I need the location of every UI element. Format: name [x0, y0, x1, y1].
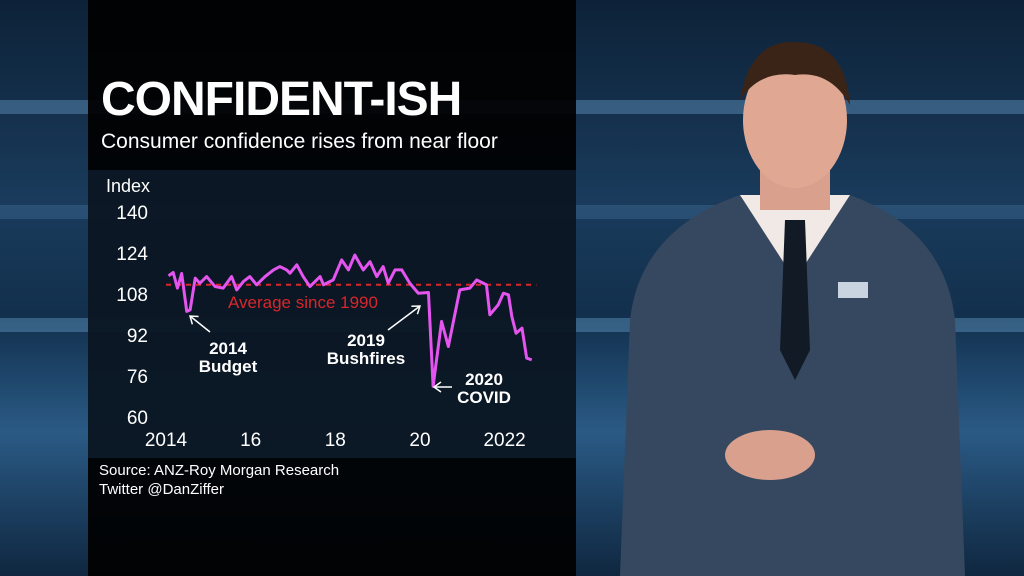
x-tick-label: 18 — [325, 430, 346, 451]
annotation-arrowhead — [411, 305, 422, 315]
annotation-label: Budget — [199, 357, 258, 376]
x-tick-label: 2022 — [483, 430, 525, 451]
annotation-arrowhead — [432, 381, 442, 393]
y-tick-label: 124 — [116, 244, 148, 265]
head — [743, 52, 847, 188]
annotation-arrow — [387, 305, 421, 331]
credit-text: Twitter @DanZiffer — [99, 481, 224, 498]
annotation-label: 2019 — [347, 331, 385, 350]
y-tick-label: 92 — [127, 326, 148, 347]
presenter — [620, 41, 965, 576]
x-tick-label: 2014 — [145, 430, 188, 451]
y-tick-label: 108 — [116, 285, 148, 306]
tie — [780, 220, 810, 380]
hair — [740, 41, 850, 105]
average-label: Average since 1990 — [228, 293, 378, 312]
annotation-label: 2014 — [209, 339, 247, 358]
annotation-label: 2020 — [465, 370, 503, 389]
chart-area — [88, 170, 576, 458]
annotation-label: Bushfires — [327, 349, 405, 368]
y-tick-label: 76 — [127, 367, 148, 388]
source-text: Source: ANZ-Roy Morgan Research — [99, 462, 340, 479]
y-axis-label: Index — [106, 176, 150, 196]
y-tick-label: 60 — [127, 408, 148, 429]
annotation-arrow — [189, 315, 211, 333]
x-tick-label: 20 — [409, 430, 430, 451]
annotation-label: COVID — [457, 388, 511, 407]
suit — [620, 195, 965, 576]
y-tick-label: 140 — [116, 203, 148, 224]
graphic-title: CONFIDENT-ISH — [101, 73, 462, 126]
annotation-arrowhead — [188, 315, 199, 325]
hands — [725, 430, 815, 480]
pocket-square — [838, 282, 868, 298]
x-tick-label: 16 — [240, 430, 261, 451]
graphic-subtitle: Consumer confidence rises from near floo… — [101, 130, 498, 153]
confidence-line — [167, 253, 533, 388]
